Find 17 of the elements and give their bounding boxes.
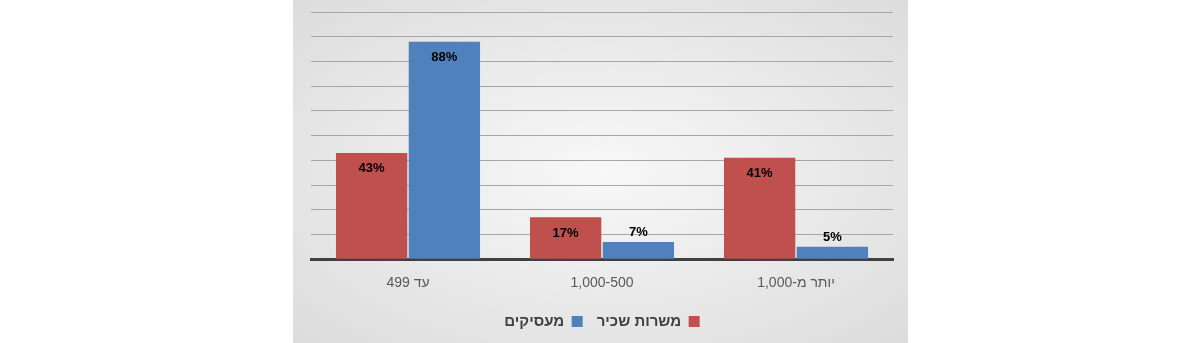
data-label: 7% <box>628 224 649 240</box>
bar <box>529 217 602 259</box>
data-label: 17% <box>552 224 580 240</box>
legend-label: משרות שכיר <box>596 311 682 329</box>
bar <box>723 157 796 259</box>
bar <box>796 246 869 259</box>
x-tick-label: 1,000-500 <box>570 274 634 291</box>
bar <box>408 41 481 259</box>
x-tick-label: יותר מ-1,000 <box>757 274 835 291</box>
bar <box>335 152 408 259</box>
bar <box>602 241 675 259</box>
data-label: 43% <box>358 160 386 176</box>
data-label: 88% <box>431 49 458 65</box>
legend-label: מעסיקים <box>504 311 565 329</box>
data-label: 41% <box>746 165 774 181</box>
data-label: 5% <box>822 229 843 245</box>
x-tick-label: עד 499 <box>386 274 430 291</box>
